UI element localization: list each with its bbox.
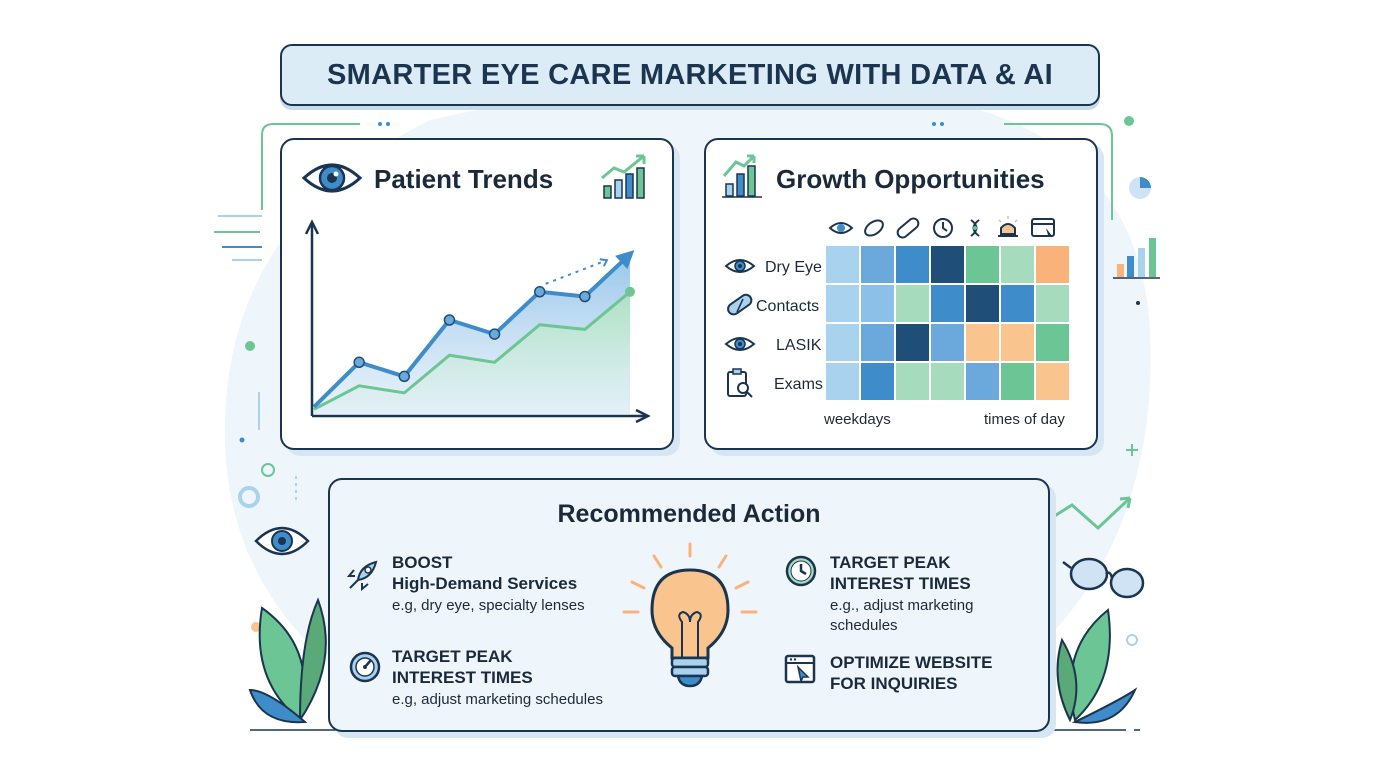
- heatmap-cell: [861, 246, 894, 283]
- heatmap-cell: [966, 324, 999, 361]
- heatmap-cell: [1036, 246, 1069, 283]
- heatmap-cell: [861, 363, 894, 400]
- growth-opportunities-panel: Growth Opportunities Dry Eye Contacts LA…: [704, 138, 1098, 450]
- page-title: SMARTER EYE CARE MARKETING WITH DATA & A…: [327, 58, 1053, 91]
- data-point: [443, 314, 456, 326]
- leaf-right-icon: [1056, 608, 1138, 724]
- projection-dash: [545, 259, 608, 285]
- clipboard-search-icon: [727, 368, 753, 398]
- heatmap-cell: [826, 246, 859, 283]
- heatmap-cell: [931, 363, 964, 400]
- heatmap-cell: [931, 324, 964, 361]
- lamp-icon: [998, 216, 1018, 237]
- rocket-icon: [346, 560, 378, 592]
- green-area: [314, 291, 630, 414]
- eye-icon: [828, 222, 854, 234]
- bar-chart-growth-icon: [722, 154, 762, 198]
- trend-arrowhead: [615, 250, 635, 269]
- heatmap-cell: [1036, 324, 1069, 361]
- growth-heatmap: [826, 246, 1070, 402]
- contact-lens-icon: [864, 219, 884, 237]
- heatmap-cell: [896, 324, 929, 361]
- heatmap-cell: [1001, 246, 1034, 283]
- recommended-action-title: Recommended Action: [557, 500, 821, 528]
- lightbulb-icon: [622, 542, 758, 688]
- heatmap-cell: [1036, 363, 1069, 400]
- browser-cursor-icon: [784, 654, 816, 684]
- data-point: [579, 290, 591, 303]
- action-1-desc: e.g, dry eye, specialty lenses: [392, 597, 585, 614]
- heatmap-cell: [966, 246, 999, 283]
- patient-trends-title: Patient Trends: [374, 164, 554, 194]
- action-4-title-line2: FOR INQUIRIES: [830, 674, 958, 693]
- action-3-title-line2: INTEREST TIMES: [830, 574, 971, 593]
- heatmap-cell: [931, 285, 964, 322]
- bandage-icon: [896, 217, 920, 239]
- action-3-desc-line2: schedules: [830, 617, 898, 634]
- action-2-title-line1: TARGET PEAK: [392, 647, 513, 666]
- patient-trends-chart: [304, 219, 651, 424]
- heatmap-cell: [861, 324, 894, 361]
- x-label-times-of-day: times of day: [984, 411, 1065, 428]
- row-label-lasik: LASIK: [776, 337, 822, 354]
- heatmap-cell: [896, 246, 929, 283]
- action-1-title-line2: High-Demand Services: [392, 574, 578, 593]
- eye-icon: [724, 259, 756, 273]
- dna-icon: [970, 219, 980, 237]
- gauge-icon: [349, 651, 381, 683]
- heatmap-cell: [1036, 285, 1069, 322]
- data-point: [488, 328, 501, 340]
- heatmap-cell: [896, 363, 929, 400]
- blue-area: [314, 254, 630, 410]
- data-point: [625, 286, 635, 297]
- action-3-title-line1: TARGET PEAK: [830, 553, 951, 572]
- eye-icon: [254, 526, 310, 556]
- data-point: [398, 370, 411, 383]
- patient-trends-panel: Patient Trends: [280, 138, 674, 450]
- browser-icon: [1031, 218, 1055, 237]
- action-1-title-line1: BOOST: [392, 553, 453, 572]
- glasses-icon: [1062, 557, 1145, 599]
- growth-opportunities-title: Growth Opportunities: [776, 164, 1045, 194]
- recommended-action-panel: Recommended Action BOOST High-Demand Ser…: [328, 478, 1050, 732]
- title-banner: SMARTER EYE CARE MARKETING WITH DATA & A…: [280, 44, 1100, 106]
- bar-chart-growth-icon: [601, 154, 646, 199]
- action-4-title-line1: OPTIMIZE WEBSITE: [830, 653, 993, 672]
- series-line-blue: [312, 252, 632, 409]
- heatmap-cell: [896, 285, 929, 322]
- heatmap-cell: [826, 324, 859, 361]
- heatmap-cell: [826, 285, 859, 322]
- clock-icon: [785, 555, 817, 587]
- heatmap-cell: [1001, 363, 1034, 400]
- action-3-desc-line1: e.g., adjust marketing: [830, 597, 974, 614]
- action-2-desc: e.g, adjust marketing schedules: [392, 691, 603, 708]
- eye-icon: [724, 337, 756, 351]
- projection-arrow: [599, 258, 609, 267]
- heatmap-cell: [1001, 285, 1034, 322]
- row-icons: [724, 259, 756, 398]
- heatmap-cell: [1001, 324, 1034, 361]
- heatmap-cell: [966, 285, 999, 322]
- row-label-dry-eye: Dry Eye: [765, 259, 822, 276]
- leaf-left-icon: [248, 597, 327, 724]
- contacts-icon: [727, 293, 753, 316]
- heatmap-cell: [966, 363, 999, 400]
- action-2-title-line2: INTEREST TIMES: [392, 668, 533, 687]
- heatmap-cell: [931, 246, 964, 283]
- data-point: [353, 356, 365, 369]
- x-label-weekdays: weekdays: [824, 411, 891, 428]
- row-label-exams: Exams: [774, 376, 823, 393]
- heatmap-cell: [861, 285, 894, 322]
- clock-icon: [933, 218, 953, 238]
- heatmap-cell: [826, 363, 859, 400]
- eye-icon: [302, 163, 362, 193]
- series-line-green: [313, 290, 631, 411]
- row-label-contacts: Contacts: [756, 298, 820, 315]
- data-point: [533, 286, 546, 298]
- column-icons: [828, 216, 1055, 239]
